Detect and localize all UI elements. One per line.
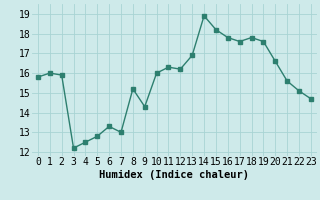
X-axis label: Humidex (Indice chaleur): Humidex (Indice chaleur) <box>100 170 249 180</box>
